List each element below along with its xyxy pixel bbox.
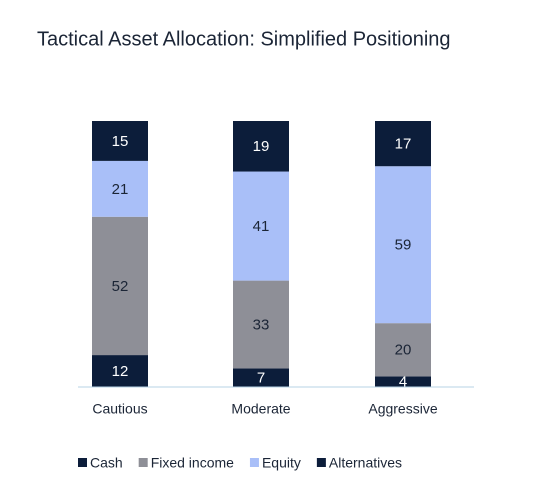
bar-segment xyxy=(375,166,431,324)
bar-segment xyxy=(92,355,148,387)
data-label: 12 xyxy=(112,363,129,380)
legend-label: Cash xyxy=(90,455,123,471)
bar-segment xyxy=(233,121,289,172)
x-tick-label: Cautious xyxy=(92,401,147,417)
x-tick-label: Moderate xyxy=(231,401,290,417)
data-label: 4 xyxy=(399,374,407,391)
bar-segment xyxy=(233,280,289,369)
data-label: 21 xyxy=(112,181,129,198)
legend-label: Equity xyxy=(262,455,301,471)
data-label: 15 xyxy=(112,133,129,150)
data-label: 7 xyxy=(257,370,265,387)
bar-segment xyxy=(92,121,148,161)
legend-label: Fixed income xyxy=(151,455,234,471)
data-label: 17 xyxy=(395,136,412,153)
chart-title: Tactical Asset Allocation: Simplified Po… xyxy=(37,28,451,50)
data-label: 41 xyxy=(253,218,270,235)
bar-segment xyxy=(233,171,289,281)
bar-segment xyxy=(375,376,431,387)
legend-swatch xyxy=(78,458,87,467)
legend-swatch xyxy=(316,458,326,467)
data-label: 59 xyxy=(395,237,412,254)
legend-swatch xyxy=(249,458,259,467)
data-label: 20 xyxy=(395,342,412,359)
bar-segment xyxy=(233,368,289,387)
legend-label: Alternatives xyxy=(329,455,402,471)
bar-segment xyxy=(375,121,431,167)
data-label: 19 xyxy=(253,138,270,155)
data-label: 33 xyxy=(253,316,270,333)
bar-segment xyxy=(92,216,148,356)
data-label: 52 xyxy=(112,278,129,295)
legend-swatch xyxy=(138,458,148,467)
x-tick-label: Aggressive xyxy=(368,401,437,417)
bar-segment xyxy=(375,323,431,377)
bar-segment xyxy=(92,160,148,217)
